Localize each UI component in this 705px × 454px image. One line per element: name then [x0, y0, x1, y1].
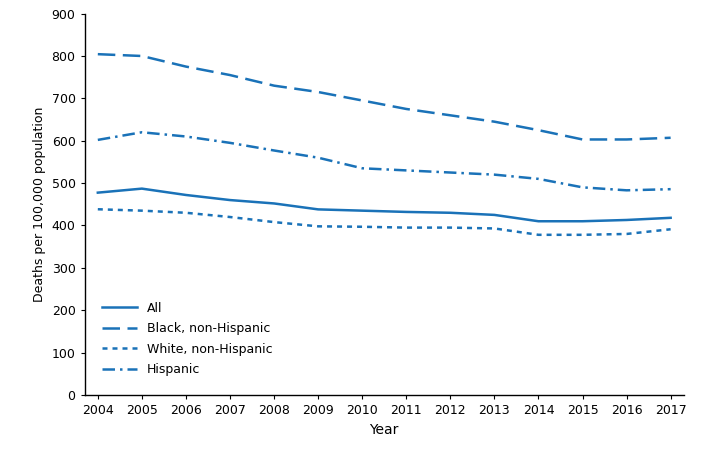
X-axis label: Year: Year	[369, 423, 399, 437]
Y-axis label: Deaths per 100,000 population: Deaths per 100,000 population	[33, 107, 46, 302]
Legend: All, Black, non-Hispanic, White, non-Hispanic, Hispanic: All, Black, non-Hispanic, White, non-His…	[97, 296, 278, 381]
